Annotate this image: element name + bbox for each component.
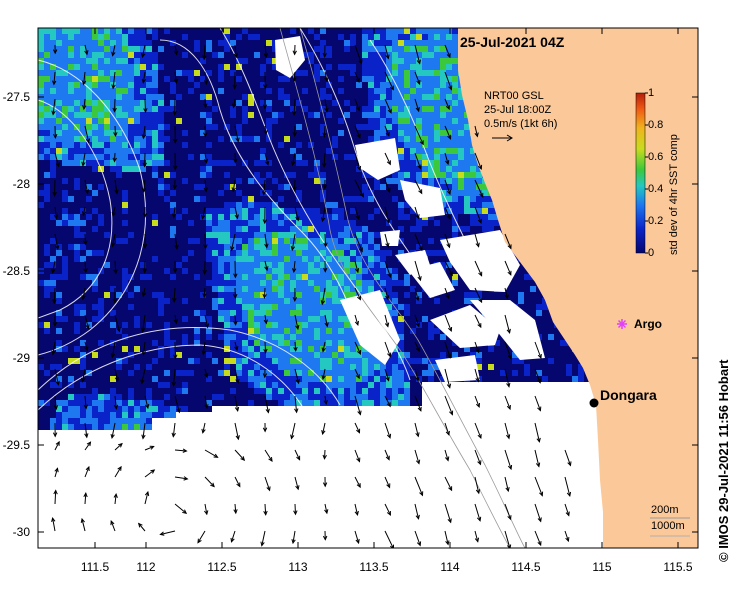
depth-scale-1000m: 1000m xyxy=(651,520,685,532)
argo-marker xyxy=(617,319,627,329)
plot-frame xyxy=(37,27,699,549)
lon-tick-label: 114 xyxy=(440,560,460,574)
dongara-marker xyxy=(589,398,599,408)
lon-tick-label: 112.5 xyxy=(207,560,237,574)
lon-tick-label: 114.5 xyxy=(511,560,541,574)
colorbar-tick: 1 xyxy=(648,87,655,99)
colorbar-tick: 0 xyxy=(648,247,655,259)
lat-tick-label: -29 xyxy=(12,351,30,365)
lon-tick-label: 115.5 xyxy=(663,560,693,574)
current-source: NRT00 GSL xyxy=(484,90,544,102)
lat-tick-label: -29.5 xyxy=(2,438,30,452)
colorbar-tick: 0.2 xyxy=(648,215,664,227)
axis-ticks xyxy=(38,28,698,548)
colorbar-ticks xyxy=(645,92,648,254)
lat-tick-label: -30 xyxy=(12,525,30,539)
depth-scale-lines xyxy=(650,517,690,537)
sst-contours xyxy=(38,28,481,421)
map-title: 25-Jul-2021 04Z xyxy=(460,34,565,50)
colorbar-tick: 0.8 xyxy=(648,119,664,131)
bathymetry-contours xyxy=(279,28,526,548)
lat-tick-label: -27.5 xyxy=(2,90,30,104)
dongara-label: Dongara xyxy=(600,387,657,403)
colorbar-tick: 0.4 xyxy=(648,183,664,195)
cloud-gaps xyxy=(275,36,575,410)
colorbar xyxy=(635,92,646,254)
lat-tick-label: -28 xyxy=(12,177,30,191)
colorbar-tick: 0.6 xyxy=(648,151,664,163)
legend-arrow xyxy=(492,134,513,142)
depth-scale-200m: 200m xyxy=(651,504,679,516)
lon-tick-label: 113.5 xyxy=(359,560,389,574)
lon-tick-label: 115 xyxy=(592,560,612,574)
argo-label: Argo xyxy=(634,317,662,331)
current-time: 25-Jul 18:00Z xyxy=(484,104,552,116)
current-scale: 0.5m/s (1kt 6h) xyxy=(484,118,558,130)
colorbar-title: std dev of 4hr SST comp xyxy=(668,134,680,255)
lon-tick-label: 112 xyxy=(136,560,156,574)
lat-tick-label: -28.5 xyxy=(2,264,30,278)
credit-text: © IMOS 29-Jul-2021 11:56 Hobart xyxy=(716,359,731,563)
lon-tick-label: 113 xyxy=(288,560,308,574)
lon-tick-label: 111.5 xyxy=(80,560,110,574)
current-vectors xyxy=(51,44,572,548)
